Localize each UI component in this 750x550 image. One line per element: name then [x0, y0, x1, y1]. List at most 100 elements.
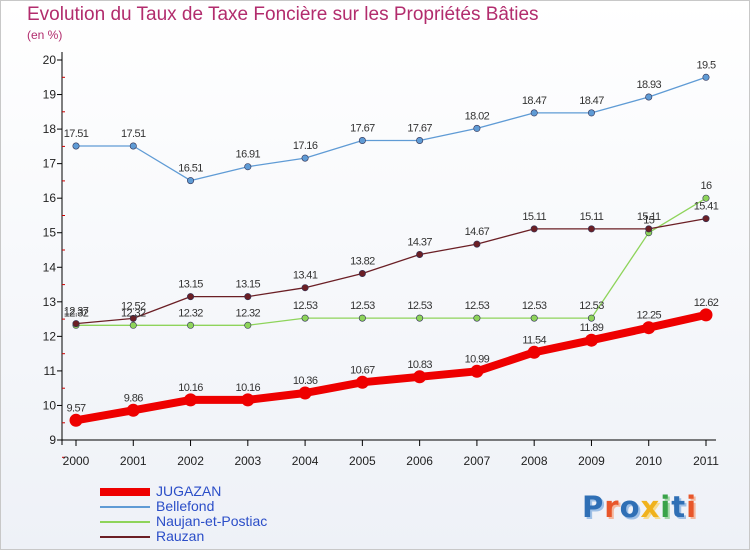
x-tick-label: 2000	[63, 454, 90, 468]
y-tick-label: 13	[43, 295, 57, 309]
y-tick-label: 17	[43, 157, 57, 171]
data-label: 10.16	[178, 382, 203, 394]
series-line-jugazan	[72, 310, 710, 425]
y-tick-label: 19	[43, 88, 57, 102]
series-line-naujan-et-postiac	[75, 197, 707, 326]
legend-label: Naujan-et-Postiac	[156, 513, 268, 529]
x-tick-label: 2003	[234, 454, 261, 468]
y-tick-label: 15	[43, 226, 57, 240]
data-point	[413, 370, 427, 384]
x-tick-label: 2007	[464, 454, 491, 468]
data-point	[358, 269, 366, 277]
data-label: 9.86	[124, 392, 143, 404]
data-point	[187, 293, 195, 301]
x-tick-label: 2002	[177, 454, 204, 468]
data-point	[416, 314, 424, 322]
y-tick-label: 18	[43, 122, 57, 136]
data-point	[298, 386, 312, 400]
x-tick-label: 2009	[578, 454, 605, 468]
x-tick-label: 2004	[292, 454, 319, 468]
y-tick-label: 14	[43, 260, 57, 274]
data-point	[187, 321, 195, 329]
data-label: 12.32	[64, 307, 89, 319]
data-label: 17.16	[293, 140, 318, 152]
y-tick-label: 16	[43, 191, 57, 205]
x-tick-label: 2006	[406, 454, 433, 468]
line-chart: 9 10 11 12 13 14 15 16 17 18 19 20 2000 2001 2002 2003 2…	[43, 52, 719, 468]
data-label: 11.54	[522, 334, 546, 346]
data-label: 14.37	[407, 237, 432, 249]
y-tick-label: 11	[44, 364, 57, 378]
data-point	[301, 314, 309, 322]
data-point	[699, 308, 713, 322]
data-label: 12.53	[579, 300, 604, 312]
data-point	[702, 194, 710, 202]
data-label: 12.62	[694, 297, 719, 309]
data-point	[587, 109, 595, 117]
legend-swatch	[100, 488, 150, 496]
data-label: 12.32	[236, 307, 261, 319]
data-label: 15.41	[694, 201, 719, 213]
data-label: 12.53	[522, 300, 547, 312]
data-label: 10.36	[293, 375, 318, 387]
series-line-rauzan	[75, 217, 707, 325]
data-label: 12.32	[121, 307, 146, 319]
data-point	[241, 393, 255, 407]
y-tick-label: 10	[43, 398, 57, 412]
data-point	[358, 137, 366, 145]
y-tick-label: 12	[43, 329, 57, 343]
data-point	[187, 177, 195, 185]
data-point	[244, 163, 252, 171]
data-label: 19.5	[696, 59, 715, 71]
data-point	[527, 345, 541, 359]
series-line-bellefond	[75, 76, 707, 182]
data-point	[69, 413, 83, 427]
x-tick-label: 2008	[521, 454, 548, 468]
data-label: 16.91	[236, 149, 261, 161]
data-point	[702, 215, 710, 223]
data-label: 12.32	[178, 307, 203, 319]
x-tick-label: 2005	[349, 454, 376, 468]
data-point	[184, 393, 198, 407]
data-label: 12.25	[636, 310, 661, 322]
data-point	[645, 93, 653, 101]
data-point	[530, 314, 538, 322]
data-point	[645, 225, 653, 233]
data-point	[702, 73, 710, 81]
chart-subtitle: (en %)	[27, 28, 63, 42]
data-point	[244, 293, 252, 301]
legend-label: JUGAZAN	[156, 483, 222, 499]
data-label: 10.67	[350, 364, 375, 376]
data-point	[642, 321, 656, 335]
data-label: 17.51	[64, 128, 89, 140]
data-label: 15.11	[522, 211, 546, 223]
data-point	[72, 320, 80, 328]
data-label: 13.15	[236, 279, 261, 291]
data-label: 13.82	[350, 256, 375, 268]
legend-label: Rauzan	[156, 528, 205, 544]
data-label: 13.15	[178, 279, 203, 291]
data-label: 12.53	[407, 300, 432, 312]
data-point	[530, 109, 538, 117]
data-point	[587, 314, 595, 322]
data-label: 10.99	[465, 353, 490, 365]
data-label: 18.02	[465, 110, 490, 122]
data-point	[416, 137, 424, 145]
x-tick-label: 2001	[120, 454, 147, 468]
data-label: 18.47	[579, 95, 604, 107]
y-tick-label: 20	[43, 53, 57, 67]
data-point	[473, 124, 481, 132]
data-label: 16	[700, 180, 712, 192]
data-point	[530, 225, 538, 233]
data-label: 16.51	[178, 163, 203, 175]
data-point	[358, 314, 366, 322]
data-label: 14.67	[465, 226, 490, 238]
data-label: 17.51	[121, 128, 146, 140]
x-tick-label: 2011	[693, 454, 719, 468]
data-label: 17.67	[350, 123, 375, 135]
data-point	[129, 314, 137, 322]
data-point	[473, 240, 481, 248]
data-label: 15.11	[580, 211, 604, 223]
data-label: 13.41	[293, 270, 318, 282]
